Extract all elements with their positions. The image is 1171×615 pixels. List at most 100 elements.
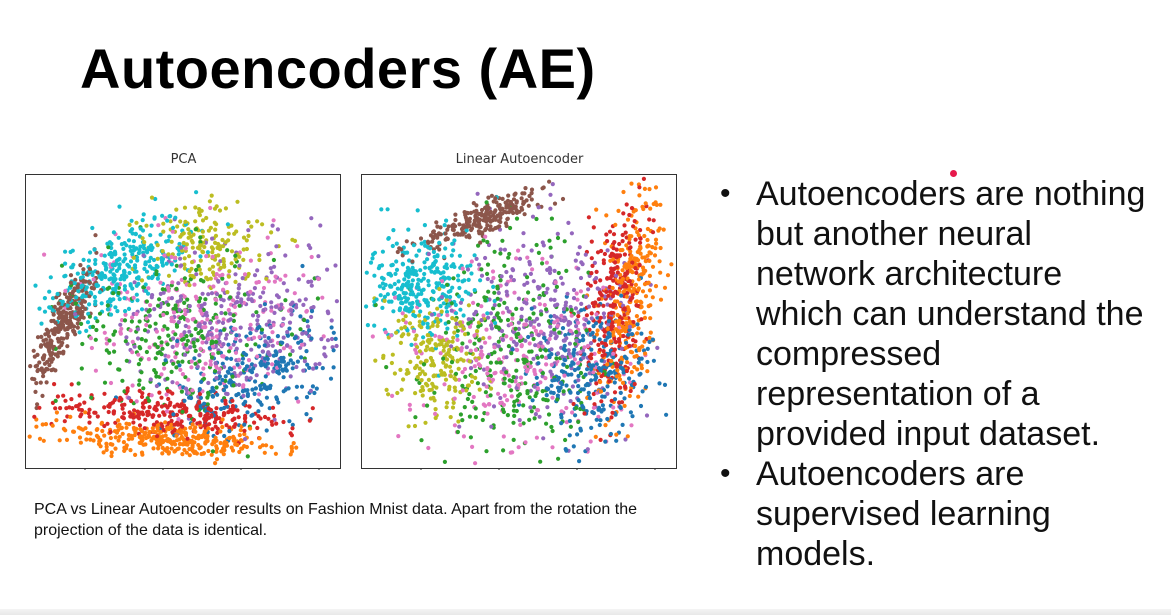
ae-point — [492, 303, 497, 308]
pca-point — [226, 307, 231, 313]
pca-point — [290, 426, 295, 431]
ae-point — [632, 382, 637, 387]
pca-point — [275, 227, 280, 232]
pca-point — [116, 285, 121, 290]
pca-point — [175, 246, 180, 251]
pca-point — [211, 352, 216, 357]
ae-point — [581, 337, 586, 342]
pca-point — [140, 410, 145, 415]
pca-point — [204, 275, 209, 280]
pca-point — [149, 393, 154, 398]
pca-point — [224, 332, 229, 337]
ae-point — [394, 267, 400, 272]
pca-point — [299, 384, 305, 389]
pca-point — [190, 422, 195, 427]
pca-point — [239, 299, 244, 304]
ae-point — [556, 270, 561, 276]
pca-point — [111, 297, 116, 302]
ae-point — [619, 293, 624, 298]
ae-point — [541, 283, 546, 288]
pca-point — [209, 332, 214, 337]
pca-point — [149, 438, 154, 443]
pca-point — [209, 291, 215, 296]
ae-point — [474, 208, 479, 213]
pca-point — [80, 288, 85, 293]
pca-point — [147, 259, 152, 264]
pca-point — [79, 321, 84, 326]
ae-point — [469, 227, 474, 233]
pca-point — [310, 384, 315, 389]
bullet-dot-icon: • — [720, 177, 731, 210]
ae-point — [536, 344, 541, 349]
pca-point — [165, 218, 170, 223]
ae-point — [527, 417, 532, 422]
ae-point — [559, 409, 564, 414]
ae-point — [588, 283, 593, 288]
pca-point — [235, 362, 240, 367]
ae-point — [470, 444, 475, 449]
pca-point — [156, 423, 161, 428]
pca-point — [157, 297, 162, 302]
pca-point — [246, 297, 251, 302]
ae-point — [589, 271, 594, 276]
pca-point — [50, 423, 55, 428]
ae-point — [534, 435, 539, 440]
ae-point — [588, 439, 593, 444]
pca-point — [237, 282, 242, 287]
ae-point — [478, 363, 483, 368]
pca-point — [267, 406, 272, 411]
ae-point — [501, 434, 506, 439]
pca-point — [182, 262, 187, 267]
ae-point — [479, 207, 485, 213]
ae-point — [506, 193, 511, 198]
ae-point — [377, 264, 382, 269]
ae-point — [488, 311, 493, 316]
pca-point — [253, 379, 258, 384]
pca-point — [228, 345, 233, 351]
pca-point — [73, 277, 78, 282]
pca-point — [291, 361, 296, 366]
pca-point — [58, 305, 63, 310]
pca-point — [245, 410, 250, 415]
ae-point — [494, 200, 499, 205]
ae-point — [390, 352, 395, 357]
ae-point — [637, 372, 642, 377]
ae-point — [531, 325, 536, 330]
pca-point — [138, 244, 143, 249]
ae-point — [607, 229, 613, 234]
ae-point — [450, 339, 455, 344]
pca-point — [311, 366, 316, 371]
pca-point — [35, 402, 40, 407]
pca-point — [79, 312, 84, 317]
ae-point — [483, 206, 489, 211]
ae-point — [636, 360, 641, 365]
pca-point — [155, 400, 160, 406]
ae-point — [610, 364, 615, 369]
ae-point — [394, 241, 399, 246]
pca-point — [273, 451, 278, 456]
ae-point — [583, 294, 588, 299]
ae-point — [525, 280, 530, 285]
ae-point — [450, 241, 455, 246]
ae-point — [611, 246, 616, 251]
pca-point — [219, 310, 224, 316]
ae-point — [648, 206, 653, 211]
ae-point — [614, 253, 619, 258]
pca-point — [307, 365, 312, 370]
ae-point — [395, 249, 400, 255]
ae-point — [626, 307, 631, 312]
bullet-item: • Autoencoders are supervised learning m… — [716, 454, 1156, 574]
pca-point — [221, 287, 226, 292]
pca-point — [245, 454, 250, 459]
ae-point — [586, 390, 591, 395]
pca-point — [105, 421, 110, 426]
ae-point — [518, 422, 523, 427]
pca-point — [107, 361, 112, 366]
pca-point — [56, 339, 62, 344]
pca-point — [244, 238, 249, 243]
pca-point — [263, 364, 268, 369]
ae-point — [474, 256, 479, 261]
ae-point — [632, 365, 637, 370]
ae-point — [496, 339, 501, 344]
ae-point — [524, 318, 529, 323]
